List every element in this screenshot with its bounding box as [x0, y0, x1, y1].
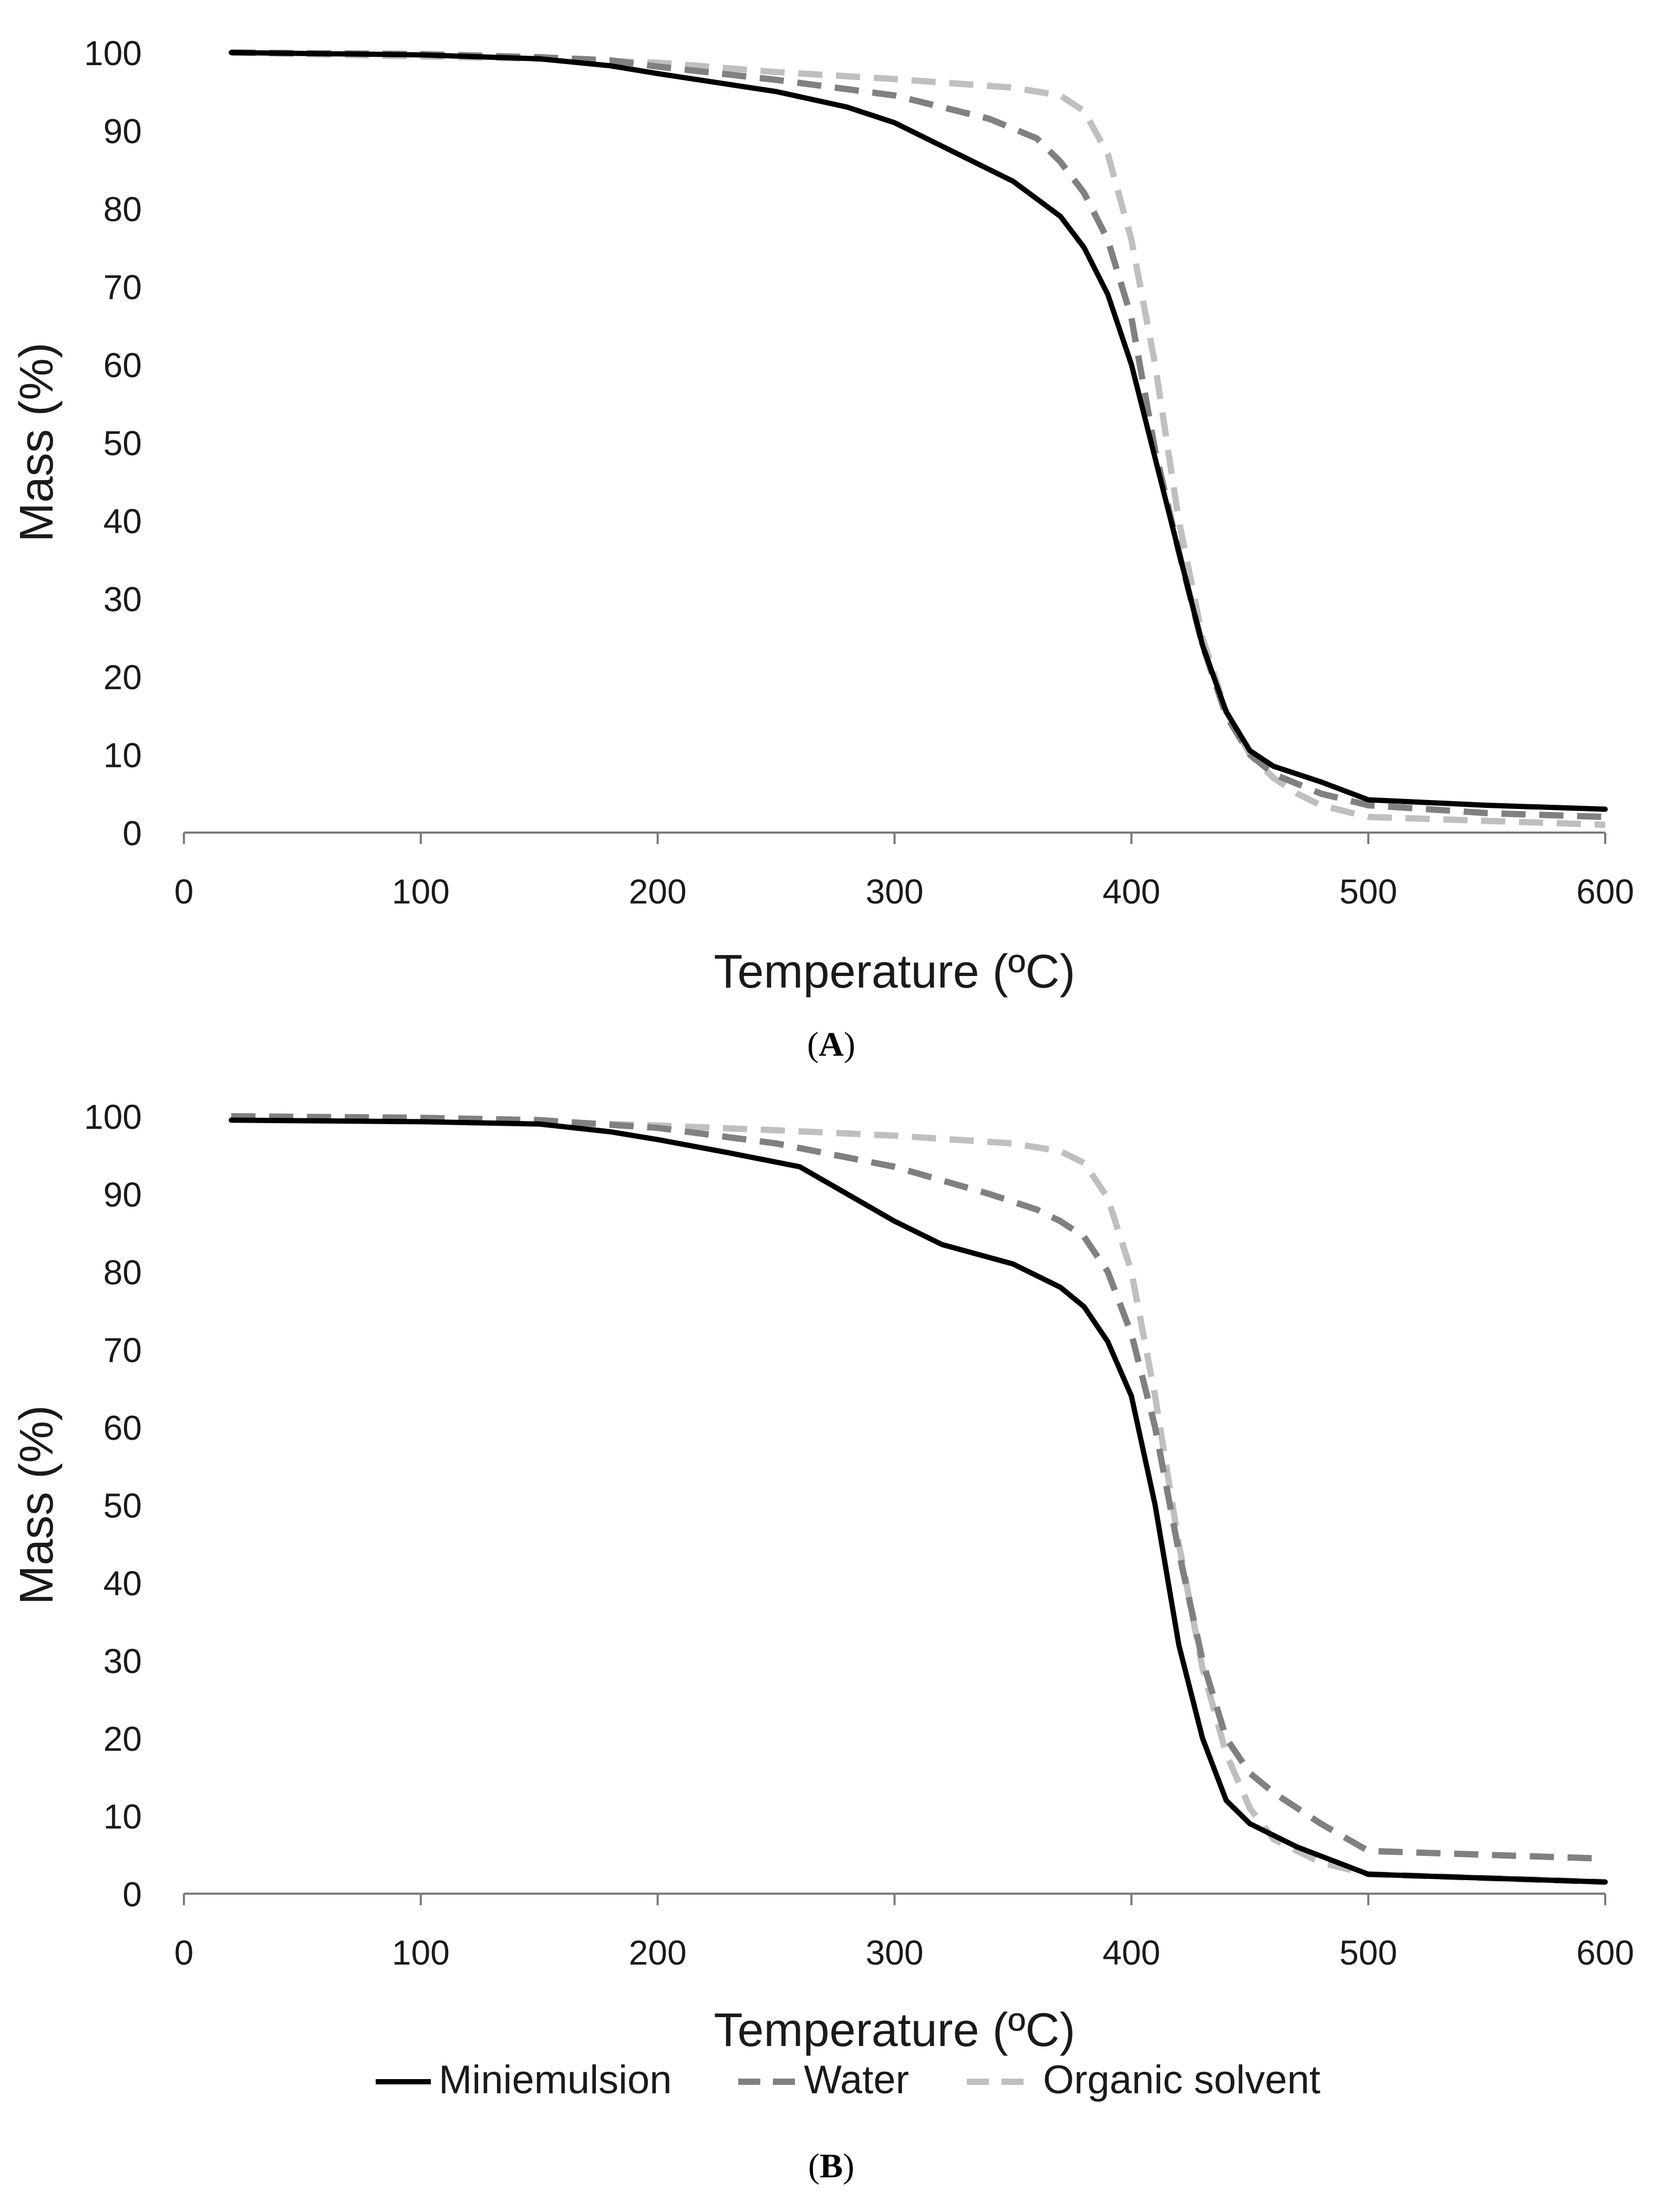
y-tick-label: 70	[104, 1331, 142, 1369]
y-tick-label: 50	[104, 424, 142, 463]
series-line-organic-solvent	[231, 49, 1606, 828]
panel-label: (B)	[808, 2147, 854, 2185]
y-tick-label: 0	[122, 814, 142, 853]
y-axis-title: Mass (%)	[11, 1405, 63, 1605]
y-tick-label: 60	[104, 346, 142, 385]
series-line-miniemulsion	[229, 1117, 1608, 1885]
y-tick-label: 60	[104, 1408, 142, 1447]
y-tick-label: 100	[84, 1097, 142, 1136]
panel-letter: B	[820, 2147, 843, 2185]
y-tick-label: 50	[104, 1486, 142, 1525]
x-tick-label: 500	[1339, 872, 1397, 911]
panel-letter: A	[819, 1025, 844, 1064]
series-line-organic-solvent	[231, 1113, 1606, 1885]
x-tick-label: 100	[392, 1933, 450, 1972]
legend-label: Organic solvent	[1043, 2058, 1320, 2102]
x-tick-label: 0	[174, 872, 194, 911]
y-tick-label: 40	[104, 1564, 142, 1603]
x-axis-title: Temperature (ºC)	[714, 2004, 1075, 2057]
y-tick-label: 10	[104, 1797, 142, 1836]
series-line-water	[231, 1113, 1606, 1862]
x-tick-label: 500	[1339, 1933, 1397, 1972]
y-tick-label: 80	[104, 1253, 142, 1292]
panel-b-chart: 0 100 200 300 400 500 600 0 10 20 30 40 50 60 70 80 90 10…	[11, 1097, 1634, 2185]
series-line-miniemulsion	[229, 50, 1608, 812]
x-tick-label: 100	[392, 872, 450, 911]
y-tick-label: 20	[104, 1719, 142, 1758]
y-tick-label: 30	[104, 580, 142, 619]
y-tick-label: 0	[122, 1875, 142, 1914]
panel-label: (A)	[807, 1025, 855, 1064]
legend-label: Water	[804, 2058, 909, 2102]
panel-a-chart: 0 100 200 300 400 500 600 0 10 20 30 40 50 60 70 80 90 10…	[11, 34, 1634, 1064]
legend-label: Miniemulsion	[439, 2058, 672, 2102]
series-line-water	[231, 49, 1606, 821]
x-tick-label: 200	[629, 872, 687, 911]
y-axis-title: Mass (%)	[11, 342, 63, 542]
y-tick-label: 100	[84, 34, 142, 72]
x-axis-title: Temperature (ºC)	[714, 946, 1075, 998]
y-tick-label: 10	[104, 736, 142, 775]
y-tick-label: 20	[104, 658, 142, 697]
legend: Miniemulsion Water Organic solvent	[376, 2058, 1320, 2102]
y-tick-label: 30	[104, 1642, 142, 1680]
y-tick-label: 40	[104, 502, 142, 541]
x-tick-label: 0	[174, 1933, 194, 1972]
x-tick-label: 600	[1576, 1933, 1634, 1972]
x-tick-label: 300	[865, 1933, 923, 1972]
x-tick-label: 300	[865, 872, 923, 911]
y-tick-label: 90	[104, 112, 142, 151]
x-tick-label: 600	[1576, 872, 1634, 911]
y-tick-label: 70	[104, 268, 142, 307]
x-tick-label: 400	[1102, 1933, 1160, 1972]
x-tick-label: 400	[1102, 872, 1160, 911]
y-tick-label: 80	[104, 190, 142, 229]
x-tick-label: 200	[629, 1933, 687, 1972]
y-tick-label: 90	[104, 1175, 142, 1214]
